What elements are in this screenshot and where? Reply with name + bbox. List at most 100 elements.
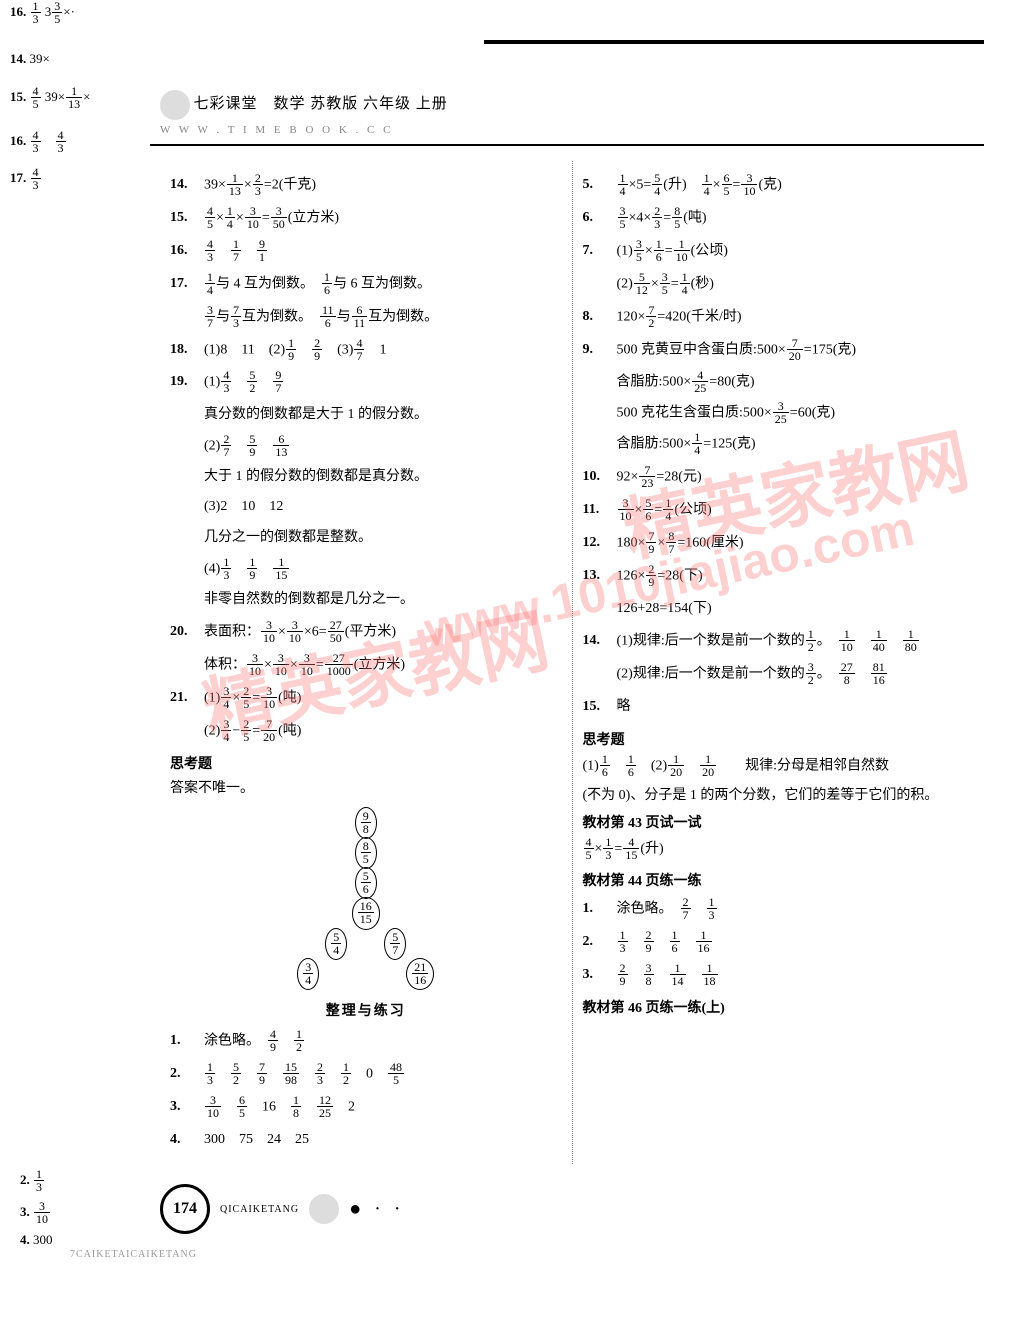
item-19-2: (2): [204, 438, 220, 453]
item-19-4: (4): [204, 561, 220, 576]
r13b: 126+28=154(下): [617, 596, 975, 623]
margin-15-num: 15.: [10, 89, 26, 104]
r6-u: (吨): [683, 210, 706, 225]
item-19-note3: 几分之一的倒数都是整数。: [204, 525, 562, 552]
think-title-left: 思考题: [170, 753, 562, 773]
r5-num: 5.: [583, 172, 617, 199]
r9c-eq: =60(克): [790, 406, 835, 421]
item-21-2u: (吨): [278, 723, 301, 738]
r10-eq: =28(元): [656, 469, 701, 484]
p1-txt: 涂色略。: [204, 1033, 253, 1048]
r9a-eq: =175(克): [804, 342, 856, 357]
r12-txt: 180×: [617, 535, 646, 550]
r8-num: 8.: [583, 304, 617, 331]
diagram-n5: 54: [325, 928, 347, 960]
diagram-n1: 98: [355, 807, 377, 839]
r14-1: (1)规律:后一个数是前一个数的: [617, 634, 805, 649]
left-column: 14. 39×113×23=2(千克) 15. 45×14×310=350(立方…: [160, 161, 573, 1164]
q1-txt: 涂色略。: [617, 901, 666, 916]
item-15-unit: (立方米): [288, 210, 339, 225]
margin-16a-num: 16.: [10, 4, 26, 19]
item-19-note1: 真分数的倒数都是大于 1 的假分数。: [204, 402, 562, 429]
think-answer-left: 答案不唯一。: [170, 777, 562, 797]
r9b-eq: =80(克): [709, 375, 754, 390]
margin-17-num: 17.: [10, 170, 26, 185]
p4-num: 4.: [170, 1127, 204, 1154]
r7-2: (2): [617, 276, 633, 291]
r14-num: 14.: [583, 628, 617, 655]
p4-txt: 300 75 24 25: [204, 1127, 562, 1154]
r5-eq1: ×5=: [629, 177, 652, 192]
sec43-u: (升): [640, 841, 663, 856]
think-note2: (不为 0)、分子是 1 的两个分数，它们的差等于它们的积。: [583, 784, 975, 804]
r7-1: (1): [617, 243, 633, 258]
footer-mascot-icon: [309, 1194, 339, 1224]
r13-num: 13.: [583, 563, 617, 590]
r9c: 500 克花生含蛋白质:500×: [617, 406, 772, 421]
fraction-diagram: 98 85 56 1615 54 57 34 2116: [170, 807, 562, 990]
section-practice: 整理与练习: [170, 1000, 562, 1020]
r14-2: (2)规律:后一个数是前一个数的: [617, 667, 805, 682]
p1-num: 1.: [170, 1028, 204, 1055]
p2-zero: 0: [366, 1066, 373, 1081]
think-1: (1): [583, 758, 599, 773]
r15-num: 15.: [583, 694, 617, 721]
item-21-num: 21.: [170, 685, 204, 712]
sec44-title: 教材第 44 页练一练: [583, 870, 975, 890]
r10-txt: 92×: [617, 469, 639, 484]
sec46-title: 教材第 46 页练一练(上): [583, 997, 975, 1017]
diagram-n4: 1615: [352, 897, 380, 929]
item-15-num: 15.: [170, 205, 204, 232]
item-17d1: 互为倒数。: [242, 309, 305, 324]
mascot-icon: [160, 90, 190, 120]
margin-14-num: 14.: [10, 51, 26, 66]
r9d-eq: =125(克): [703, 437, 755, 452]
item-19-1: (1): [204, 375, 220, 390]
item-17c2: 与: [337, 309, 351, 324]
r12-eq: =160(厘米): [677, 535, 743, 550]
diagram-n2: 85: [355, 837, 377, 869]
margin-14-expr: 39×: [30, 51, 50, 66]
diagram-n8: 2116: [406, 958, 434, 990]
bm-3: 3.: [20, 1204, 30, 1219]
p3-16: 16: [262, 1099, 276, 1114]
sec43-title: 教材第 43 页试一试: [583, 812, 975, 832]
r9a: 500 克黄豆中含蛋白质:500×: [617, 342, 786, 357]
item-14-num: 14.: [170, 172, 204, 199]
item-17a: 与 4 互为倒数。: [216, 276, 307, 291]
item-14-eq: =2(千克): [264, 177, 316, 192]
item-20a-eq: ×6=: [304, 624, 327, 639]
item-17-num: 17.: [170, 271, 204, 298]
r15-txt: 略: [617, 694, 975, 721]
r11-num: 11.: [583, 497, 617, 524]
think-title-right: 思考题: [583, 729, 975, 749]
item-18-num: 18.: [170, 337, 204, 364]
item-20-num: 20.: [170, 619, 204, 646]
item-19-3: (3)2 10 12: [204, 494, 562, 521]
page-footer: 174 QICAIKETANG ● · ·: [160, 1184, 984, 1234]
item-18-txt: (1)8 11 (2): [204, 342, 285, 357]
diagram-n3: 56: [355, 867, 377, 899]
margin-16b-num: 16.: [10, 133, 26, 148]
item-20b-u: (立方米): [354, 657, 405, 672]
item-20a-u: (平方米): [345, 624, 396, 639]
item-21-2: (2): [204, 723, 220, 738]
r8-txt: 120×: [617, 309, 646, 324]
item-17d2: 互为倒数。: [368, 309, 438, 324]
r6-eq: ×4×: [629, 210, 652, 225]
item-17c1: 与: [216, 309, 230, 324]
r14-1p: 。: [817, 634, 824, 649]
q1-num: 1.: [583, 896, 617, 923]
think-note: 规律:分母是相邻自然数: [745, 758, 889, 773]
r14-2p: 。: [817, 667, 824, 682]
margin-notes: 16. 13 335×· 14. 39× 15. 45 39×113× 16. …: [10, 0, 120, 202]
p3-num: 3.: [170, 1094, 204, 1121]
footer-dots: ● · ·: [349, 1198, 404, 1221]
bm-4: 4.: [20, 1232, 30, 1247]
item-17b: 与 6 互为倒数。: [333, 276, 431, 291]
r7-num: 7.: [583, 238, 617, 265]
r10-num: 10.: [583, 464, 617, 491]
r6-num: 6.: [583, 205, 617, 232]
item-21-1: (1): [204, 690, 220, 705]
page-header: 七彩课堂 数学 苏教版 六年级 上册 W W W . T I M E B O O…: [160, 10, 984, 161]
